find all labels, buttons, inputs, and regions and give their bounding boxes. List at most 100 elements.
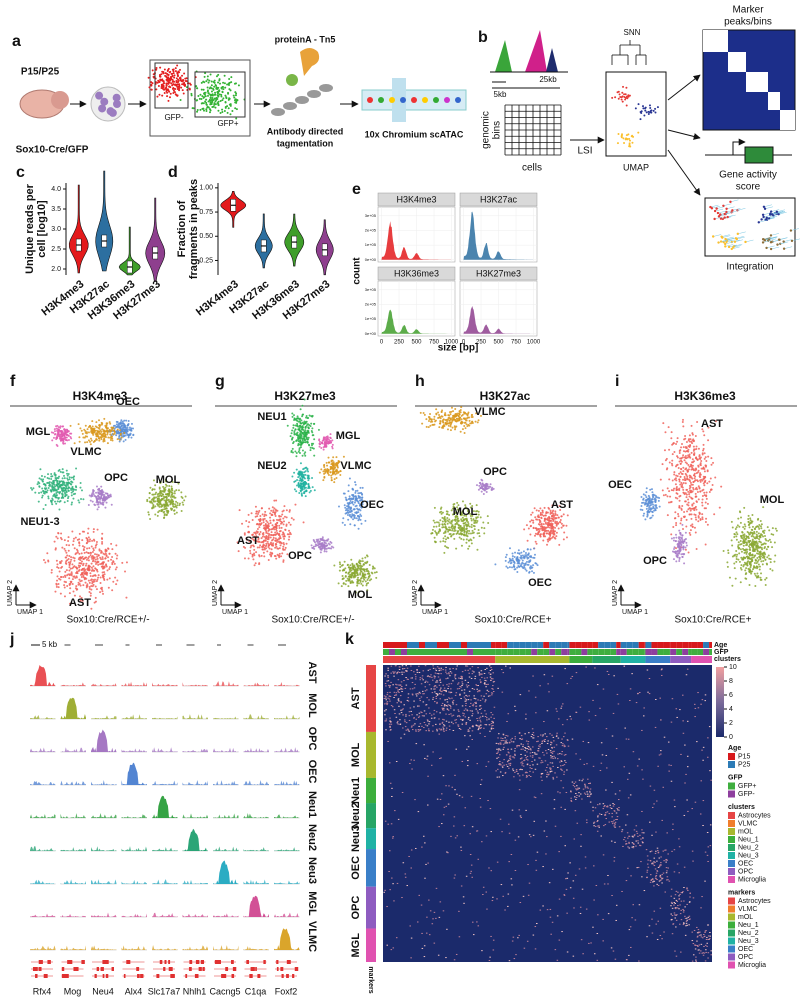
umap-point	[78, 562, 81, 565]
umap-point	[664, 493, 667, 496]
umap-point	[326, 539, 329, 542]
cell	[100, 97, 109, 106]
umap-point	[516, 566, 519, 569]
umap-point	[255, 512, 258, 515]
umap-point	[484, 486, 487, 489]
integration-link	[725, 241, 734, 245]
umap-point	[274, 525, 277, 528]
umap-point	[61, 546, 64, 549]
umap-point	[351, 498, 354, 501]
facs-dot	[202, 107, 205, 110]
tn5-icon	[286, 74, 298, 86]
umap-dot	[631, 141, 634, 144]
umap-point	[91, 580, 94, 583]
umap-point	[91, 539, 94, 542]
umap-point	[557, 516, 560, 519]
umap-dot	[711, 235, 715, 238]
umap-point	[107, 556, 110, 559]
facs-dot	[174, 70, 177, 73]
umap-dot	[620, 98, 623, 101]
umap-point	[276, 547, 279, 550]
umap-point	[237, 550, 240, 553]
umap-point	[270, 555, 273, 558]
umap-point	[90, 588, 93, 591]
umap-point	[304, 421, 307, 424]
umap-point	[300, 436, 303, 439]
umap-point	[253, 535, 256, 538]
facs-dot	[167, 78, 170, 81]
integration-link	[766, 215, 775, 219]
umap-axis-label: UMAP 2	[212, 580, 219, 606]
umap-point	[148, 491, 151, 494]
umap-point	[366, 572, 369, 575]
umap-point	[682, 470, 685, 473]
umap-point	[286, 424, 289, 427]
umap-point	[92, 538, 95, 541]
umap-point	[63, 580, 66, 583]
label: GFP+	[217, 119, 238, 128]
facs-dot	[234, 94, 237, 97]
integration-link	[731, 246, 740, 250]
umap-point	[476, 509, 479, 512]
umap-point	[438, 413, 441, 416]
umap-point	[66, 554, 69, 557]
umap-point	[158, 509, 161, 512]
umap-point	[62, 437, 65, 440]
umap-point	[348, 497, 351, 500]
umap-point	[261, 513, 264, 516]
umap-point	[113, 562, 116, 565]
umap-point	[159, 480, 162, 483]
x-axis-label: size [bp]	[438, 343, 479, 354]
umap-dot	[713, 217, 716, 221]
umap-point	[547, 540, 550, 543]
y-tick-label: 0.25	[199, 257, 213, 264]
umap-point	[252, 558, 255, 561]
umap-point	[106, 422, 109, 425]
umap-point	[487, 521, 490, 524]
umap-point	[324, 436, 327, 439]
umap-point	[337, 582, 340, 585]
integration-link	[736, 236, 745, 240]
umap-dot	[624, 138, 627, 141]
umap-point	[169, 495, 172, 498]
facs-dot	[179, 68, 182, 71]
umap-point	[431, 532, 434, 535]
umap-point	[709, 477, 712, 480]
umap-point	[91, 585, 94, 588]
umap-point	[152, 505, 155, 508]
umap-point	[560, 526, 563, 529]
umap-point	[109, 433, 112, 436]
umap-point	[352, 503, 355, 506]
umap-point	[453, 506, 456, 509]
umap-point	[43, 487, 46, 490]
umap-dot	[725, 210, 728, 214]
umap-point	[427, 420, 430, 423]
umap-point	[536, 564, 539, 567]
y-axis-label: Unique reads per	[24, 183, 36, 274]
umap-point	[301, 425, 304, 428]
umap-point	[87, 564, 90, 567]
umap-point	[297, 472, 300, 475]
umap-point	[121, 429, 124, 432]
umap-point	[74, 492, 77, 495]
facs-dot	[158, 80, 161, 83]
umap-point	[262, 524, 265, 527]
umap-point	[258, 533, 261, 536]
umap-point	[115, 544, 118, 547]
umap-point	[341, 521, 344, 524]
umap-point	[317, 428, 320, 431]
umap-point	[319, 538, 322, 541]
umap-point	[460, 533, 463, 536]
umap-point	[435, 533, 438, 536]
umap-point	[66, 472, 69, 475]
umap-point	[97, 554, 100, 557]
umap-point	[548, 507, 551, 510]
umap-point	[65, 438, 68, 441]
umap-dot	[617, 133, 620, 136]
facs-dot	[172, 89, 175, 92]
umap-point	[480, 414, 483, 417]
umap-point	[463, 431, 466, 434]
umap-point	[168, 500, 171, 503]
umap-point	[542, 533, 545, 536]
umap-point	[524, 552, 527, 555]
